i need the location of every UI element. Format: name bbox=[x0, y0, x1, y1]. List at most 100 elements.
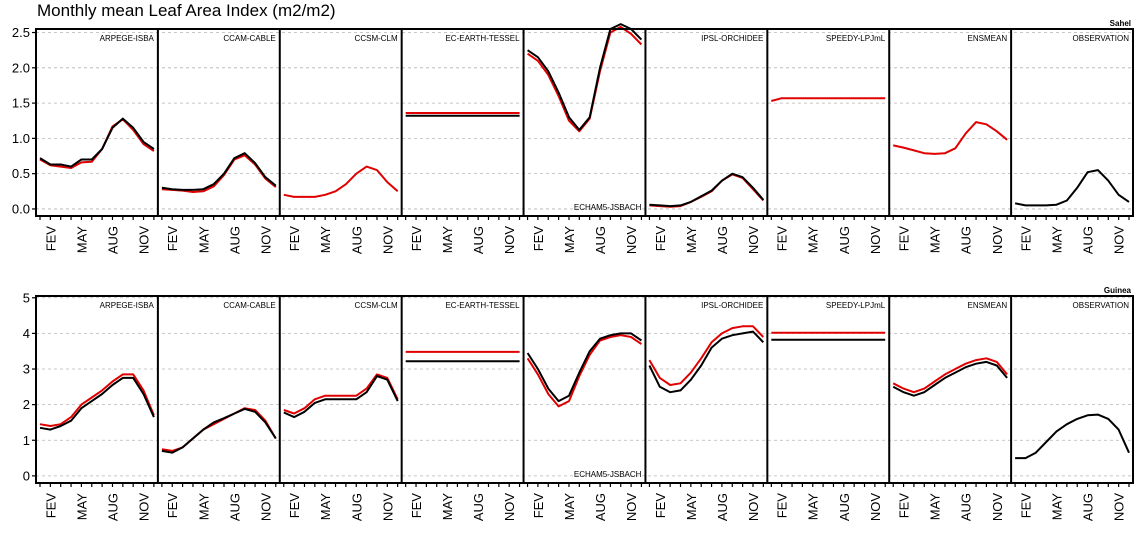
x-tick-label: MAY bbox=[318, 226, 333, 254]
panel-label: ARPEGE-ISBA bbox=[100, 34, 155, 43]
panel-ccam-cable: FEV MAY AUG NOV CCAM-CABLE bbox=[156, 296, 277, 522]
x-tick-label: MAY bbox=[196, 226, 211, 254]
series-line-red bbox=[39, 373, 155, 427]
x-tick-label: FEV bbox=[897, 493, 912, 519]
y-tick-label: 2.0 bbox=[12, 60, 30, 75]
x-tick-label: FEV bbox=[43, 226, 58, 252]
panel-ccsm-clm: FEV MAY AUG NOV CCSM-CLM bbox=[278, 29, 399, 255]
series-line-red bbox=[39, 118, 155, 169]
panel-label: ARPEGE-ISBA bbox=[100, 301, 155, 310]
x-tick-label: AUG bbox=[715, 493, 730, 521]
x-tick-label: NOV bbox=[990, 493, 1005, 522]
y-tick-label: 0.5 bbox=[12, 166, 30, 181]
x-tick-label: NOV bbox=[137, 226, 152, 255]
series-line-red bbox=[283, 165, 399, 198]
x-tick-label: AUG bbox=[837, 493, 852, 521]
panel-arpege-isba: FEV MAY AUG NOV ARPEGE-ISBA bbox=[39, 34, 155, 255]
series-line-red bbox=[892, 357, 1008, 394]
panel-ensmean: FEV MAY AUG NOV ENSMEAN bbox=[888, 29, 1008, 255]
x-tick-label: AUG bbox=[959, 226, 974, 254]
x-tick-label: FEV bbox=[165, 226, 180, 252]
panel-label: OBSERVATION bbox=[1073, 34, 1130, 43]
y-tick-label: 3 bbox=[23, 362, 30, 377]
x-tick-label: NOV bbox=[868, 493, 883, 522]
x-tick-label: NOV bbox=[1112, 226, 1127, 255]
x-tick-label: NOV bbox=[1112, 493, 1127, 522]
x-tick-label: MAY bbox=[1050, 493, 1065, 521]
panel-speedy-lpjml: FEV MAY AUG NOV SPEEDY-LPJmL bbox=[766, 29, 886, 255]
x-tick-label: MAY bbox=[196, 493, 211, 521]
x-tick-label: NOV bbox=[380, 226, 395, 255]
panel-observation: FEV MAY AUG NOV OBSERVATION bbox=[1010, 29, 1130, 255]
y-tick-label: 4 bbox=[23, 326, 30, 341]
x-tick-label: MAY bbox=[562, 493, 577, 521]
x-tick-label: AUG bbox=[105, 493, 120, 521]
x-tick-label: AUG bbox=[349, 493, 364, 521]
x-tick-label: NOV bbox=[868, 226, 883, 255]
series-line-black bbox=[39, 376, 155, 431]
series-line-red bbox=[526, 334, 642, 408]
series-line-black bbox=[1014, 169, 1130, 207]
panel-label: ECHAM5-JSBACH bbox=[574, 203, 642, 212]
x-tick-label: AUG bbox=[227, 493, 242, 521]
x-tick-label: AUG bbox=[471, 226, 486, 254]
x-tick-label: AUG bbox=[227, 226, 242, 254]
plot-frame bbox=[35, 28, 1134, 217]
panel-ipsl-orchidee: FEV MAY AUG NOV IPSL-ORCHIDEE bbox=[644, 29, 765, 254]
y-tick-label: 2.5 bbox=[12, 25, 30, 40]
series-line-black bbox=[527, 23, 643, 131]
y-tick-label: 1.5 bbox=[12, 96, 30, 111]
x-tick-label: FEV bbox=[653, 226, 668, 252]
x-tick-label: AUG bbox=[593, 226, 608, 254]
series-line-black bbox=[648, 330, 765, 394]
x-tick-label: NOV bbox=[624, 493, 639, 522]
chart-title: Monthly mean Leaf Area Index (m2/m2) bbox=[37, 1, 336, 20]
series-line-red bbox=[649, 173, 765, 208]
x-tick-label: NOV bbox=[502, 226, 517, 255]
x-tick-label: MAY bbox=[928, 226, 943, 254]
y-tick-label: 1 bbox=[23, 433, 30, 448]
panel-ec-earth-tessel: FEV MAY AUG NOV EC-EARTH-TESSEL bbox=[400, 29, 521, 255]
y-tick-label: 2 bbox=[23, 397, 30, 412]
x-tick-label: AUG bbox=[1081, 226, 1096, 254]
x-tick-label: AUG bbox=[471, 493, 486, 521]
x-tick-label: FEV bbox=[165, 493, 180, 519]
panel-observation: FEV MAY AUG NOV OBSERVATION bbox=[1010, 296, 1130, 522]
x-tick-label: AUG bbox=[837, 226, 852, 254]
x-tick-label: MAY bbox=[562, 226, 577, 254]
x-tick-label: NOV bbox=[990, 226, 1005, 255]
chart-row-sahel: Sahel 0.0 0.5 1.0 1.5 2.0 2.5 FEV MAY AUG NOV ARPEG… bbox=[12, 19, 1134, 255]
panel-label: IPSL-ORCHIDEE bbox=[701, 34, 763, 43]
x-tick-label: NOV bbox=[502, 493, 517, 522]
panel-arpege-isba: FEV MAY AUG NOV ARPEGE-ISBA bbox=[39, 301, 155, 521]
panel-ec-earth-tessel: FEV MAY AUG NOV EC-EARTH-TESSEL bbox=[400, 296, 521, 522]
series-line-red bbox=[283, 373, 399, 415]
plot-frame bbox=[35, 295, 1134, 484]
x-tick-label: NOV bbox=[624, 226, 639, 255]
series-line-black bbox=[39, 117, 155, 168]
x-tick-label: MAY bbox=[74, 226, 89, 254]
x-tick-label: NOV bbox=[258, 493, 273, 522]
panel-ccam-cable: FEV MAY AUG NOV CCAM-CABLE bbox=[156, 29, 277, 254]
series-line-black bbox=[649, 172, 765, 208]
x-tick-label: MAY bbox=[684, 226, 699, 254]
x-tick-label: MAY bbox=[1050, 226, 1065, 254]
x-tick-label: FEV bbox=[1018, 226, 1033, 252]
series-line-black bbox=[526, 332, 642, 403]
panel-ipsl-orchidee: FEV MAY AUG NOV IPSL-ORCHIDEE bbox=[644, 296, 765, 521]
region-label: Sahel bbox=[1110, 19, 1131, 28]
panel-label: ENSMEAN bbox=[968, 34, 1008, 43]
x-tick-label: FEV bbox=[531, 493, 546, 519]
panel-label: CCSM-CLM bbox=[355, 34, 398, 43]
x-tick-label: MAY bbox=[806, 226, 821, 254]
chart-row-guinea: Guinea 0 1 2 3 4 5 FEV MAY AUG NOV ARPEGE-ISBA FEV MA… bbox=[23, 286, 1134, 522]
panel-label: EC-EARTH-TESSEL bbox=[445, 301, 520, 310]
x-tick-label: FEV bbox=[897, 226, 912, 252]
panel-label: CCAM-CABLE bbox=[223, 301, 275, 310]
panel-label: EC-EARTH-TESSEL bbox=[445, 34, 520, 43]
y-tick-label: 0.0 bbox=[12, 201, 30, 216]
x-tick-label: FEV bbox=[43, 493, 58, 519]
series-line-red bbox=[771, 97, 886, 102]
x-tick-label: FEV bbox=[1018, 493, 1033, 519]
